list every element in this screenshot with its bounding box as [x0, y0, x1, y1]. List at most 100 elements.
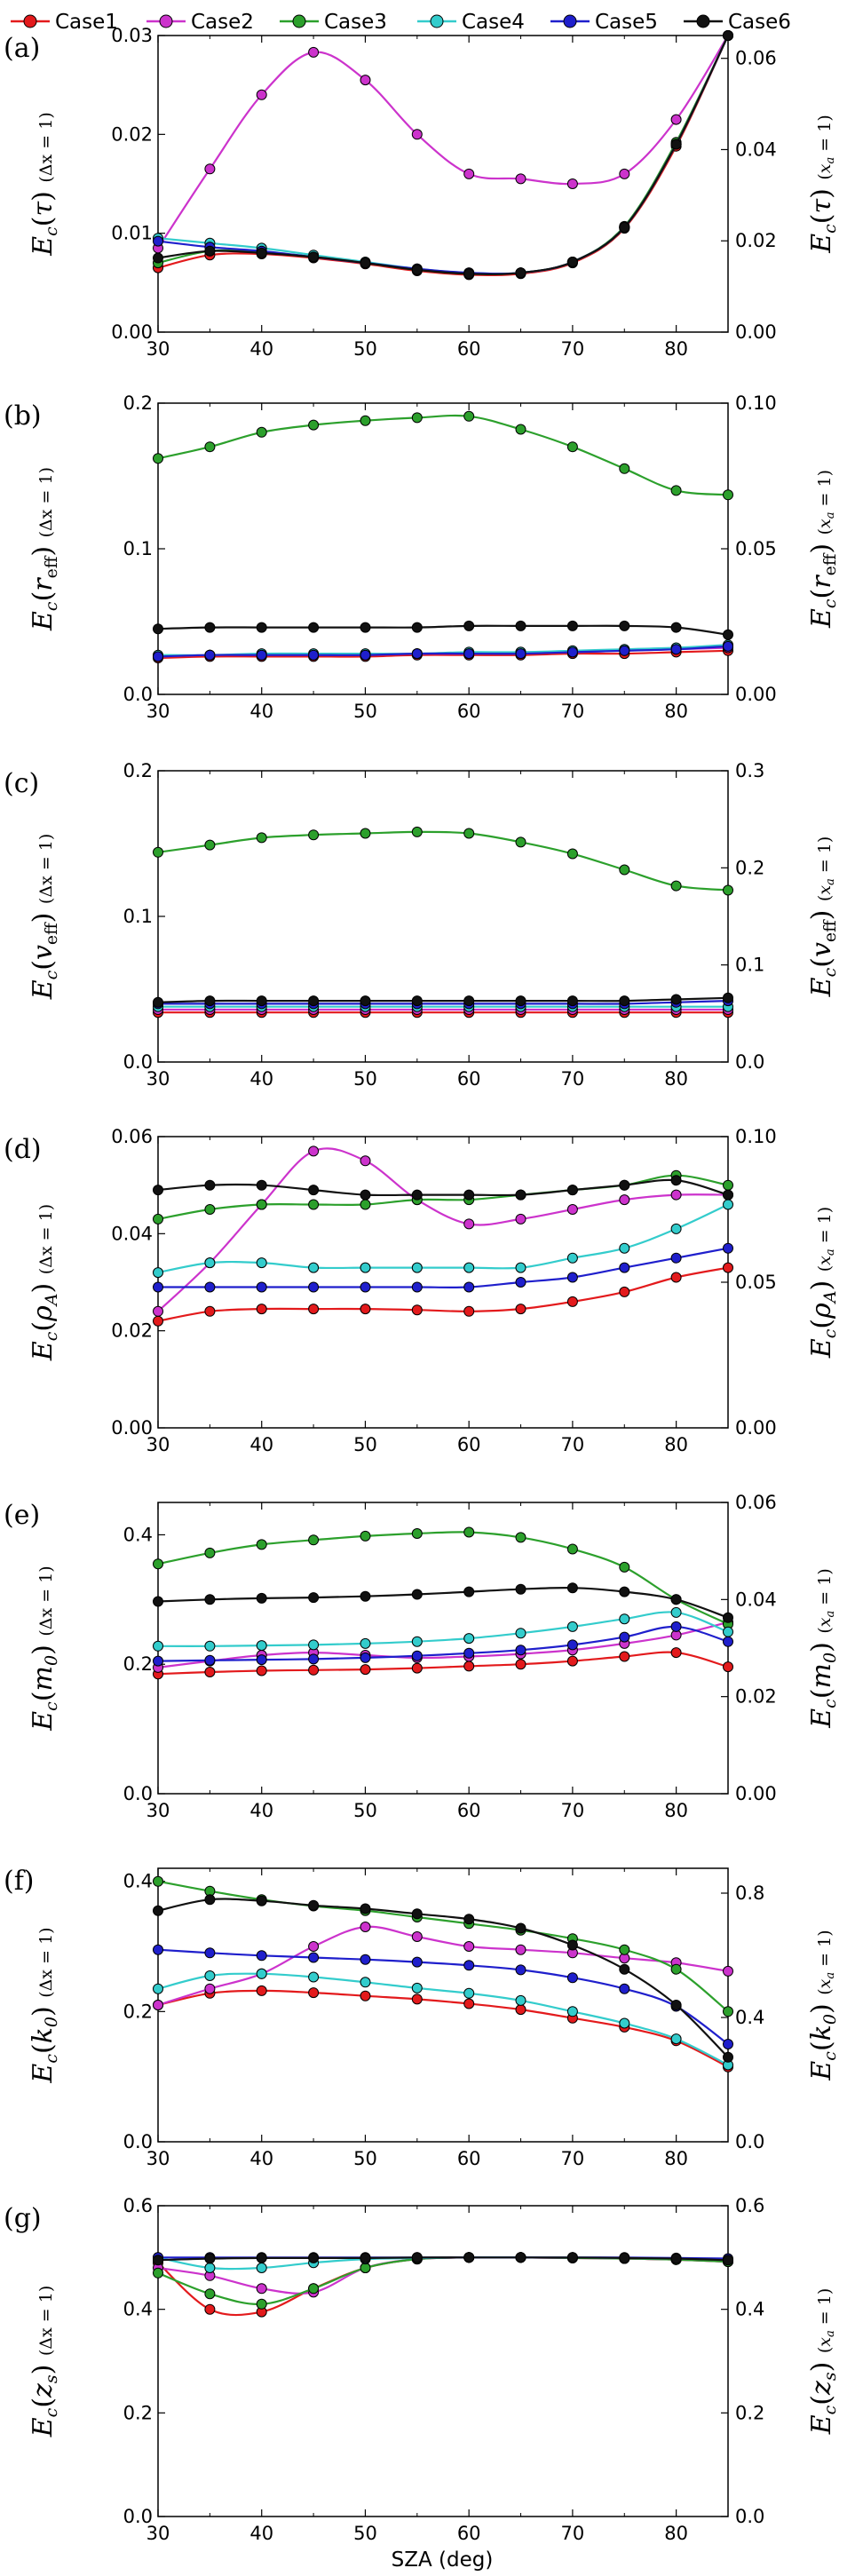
- data-point: [360, 1199, 371, 1210]
- data-point: [411, 1304, 423, 1316]
- data-point: [256, 1539, 267, 1550]
- panel-label: (c): [4, 768, 39, 799]
- data-point: [566, 1272, 578, 1283]
- data-point: [463, 620, 475, 631]
- data-point: [670, 1189, 682, 1201]
- data-point: [411, 1281, 423, 1293]
- data-point: [153, 453, 163, 464]
- data-point: [256, 622, 267, 633]
- plot-frame: [157, 2205, 729, 2517]
- data-point: [308, 2252, 320, 2263]
- data-point: [308, 995, 320, 1007]
- series-line: [157, 1898, 729, 2058]
- data-point: [360, 1664, 371, 1676]
- series-case3: [153, 2252, 733, 2310]
- series-line: [157, 2256, 729, 2295]
- data-point: [723, 2255, 733, 2266]
- data-point: [308, 649, 320, 661]
- panel-label: (b): [4, 400, 42, 432]
- data-point: [515, 1964, 526, 1976]
- y-axis-label-left: Ec(m0) (Δx = 1): [28, 1565, 61, 1731]
- series-case1: [153, 1262, 733, 1327]
- series-case6: [153, 2252, 733, 2266]
- data-point: [463, 410, 475, 422]
- series-line: [157, 1266, 729, 1322]
- data-point: [308, 1534, 320, 1546]
- data-point: [566, 1582, 578, 1594]
- series-case5: [153, 640, 733, 662]
- data-point: [619, 1194, 630, 1206]
- data-point: [411, 264, 423, 275]
- series-case2: [153, 30, 733, 254]
- data-point: [153, 651, 163, 662]
- series-case4: [153, 1199, 733, 1279]
- x-tick-label: 70: [561, 701, 585, 722]
- data-point: [360, 1262, 371, 1273]
- data-point: [308, 622, 320, 633]
- data-point: [256, 995, 267, 1007]
- legend-entry: Case1: [11, 11, 118, 34]
- data-point: [411, 1636, 423, 1647]
- data-point: [723, 489, 733, 501]
- data-point: [153, 1558, 163, 1570]
- x-tick-label: 60: [457, 1068, 481, 1090]
- legend-entry: Case6: [684, 11, 791, 34]
- y-tick-label: 0.1: [123, 906, 153, 927]
- data-point: [670, 1647, 682, 1659]
- data-point: [463, 1189, 475, 1201]
- x-tick-label: 40: [249, 338, 273, 360]
- series-line: [157, 35, 729, 275]
- data-point: [153, 1905, 163, 1916]
- series-line: [157, 830, 729, 892]
- data-point: [566, 1972, 578, 1984]
- data-point: [308, 251, 320, 263]
- data-point: [670, 1223, 682, 1234]
- data-point: [308, 1899, 320, 1911]
- data-point: [411, 1650, 423, 1661]
- data-point: [463, 828, 475, 839]
- data-point: [723, 1626, 733, 1637]
- x-tick-label: 80: [664, 1068, 688, 1090]
- data-point: [566, 441, 578, 453]
- data-point: [256, 1281, 267, 1293]
- data-point: [723, 2006, 733, 2017]
- y-tick-label-right: 0.00: [735, 1783, 777, 1804]
- plot-frame: [157, 1867, 729, 2143]
- x-axis-label: SZA (deg): [392, 2548, 494, 2572]
- x-tick-label: 30: [146, 1434, 170, 1455]
- data-point: [411, 622, 423, 633]
- data-point: [204, 1281, 216, 1293]
- data-point: [204, 649, 216, 661]
- data-point: [411, 648, 423, 660]
- data-point: [515, 173, 526, 185]
- data-point: [619, 1613, 630, 1625]
- data-point: [723, 1242, 733, 1254]
- data-point: [204, 839, 216, 851]
- y-axis-label-left: Ec(τ) (Δx = 1): [28, 112, 61, 257]
- x-tick-label: 60: [457, 2523, 481, 2544]
- panel-label: (g): [4, 2203, 42, 2234]
- y-axis-label-left: Ec(veff) (Δx = 1): [28, 834, 61, 1001]
- data-point: [515, 836, 526, 848]
- y-axis-label-left: Ec(ρA) (Δx = 1): [28, 1204, 61, 1361]
- data-point: [670, 1621, 682, 1632]
- data-point: [670, 114, 682, 125]
- data-point: [360, 75, 371, 86]
- data-point: [204, 1947, 216, 1959]
- legend-marker: [430, 14, 444, 28]
- data-point: [153, 2000, 163, 2010]
- legend-label: Case6: [728, 11, 791, 34]
- data-point: [566, 646, 578, 658]
- data-point: [515, 2004, 526, 2016]
- y-tick-label: 0.03: [111, 25, 153, 46]
- y-axis-label-left: Ec(reff) (Δx = 1): [28, 467, 61, 631]
- data-point: [463, 1305, 475, 1317]
- y-tick-label-right: 0.06: [735, 48, 777, 69]
- x-tick-label: 50: [353, 2148, 377, 2169]
- data-point: [619, 864, 630, 876]
- y-tick-label: 0.2: [123, 760, 153, 781]
- x-tick-label: 40: [249, 1068, 273, 1090]
- y-tick-label: 0.0: [123, 1783, 153, 1804]
- data-point: [619, 995, 630, 1007]
- data-point: [256, 1640, 267, 1652]
